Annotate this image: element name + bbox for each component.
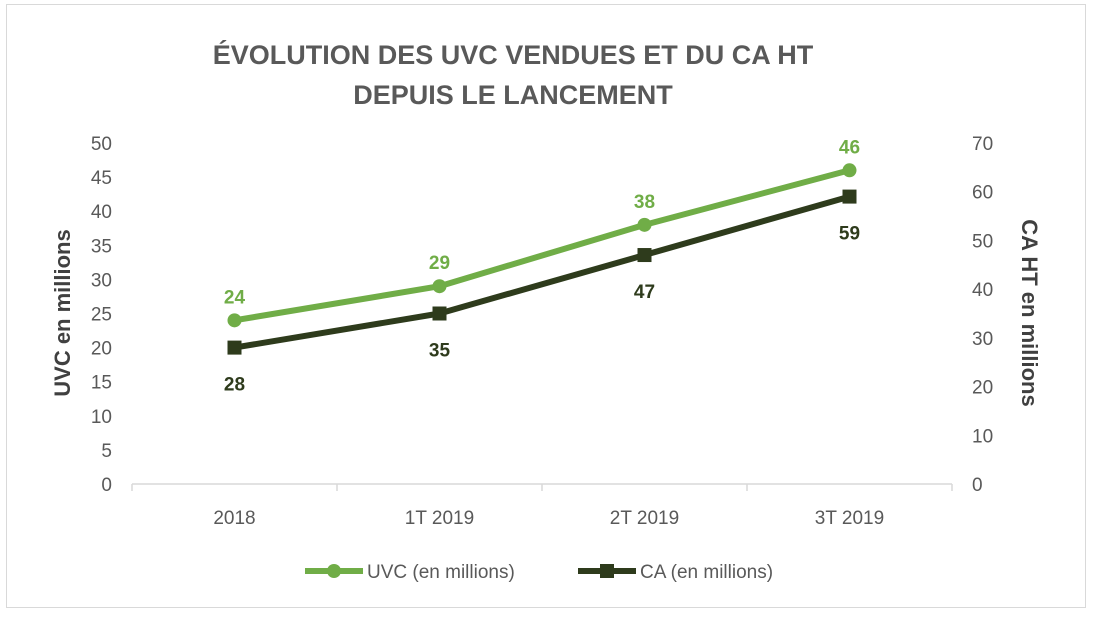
y-tick-label: 30 [91, 270, 112, 291]
y2-tick-label: 0 [972, 475, 983, 496]
x-tick-label: 1T 2019 [405, 508, 474, 529]
y-tick-label: 15 [91, 373, 112, 394]
y-tick-label: 40 [91, 202, 112, 223]
y-tick-label: 25 [91, 305, 112, 326]
data-label: 59 [839, 224, 860, 245]
data-point [842, 163, 857, 178]
data-point [432, 279, 447, 294]
series-line [231, 167, 853, 324]
data-label: 35 [429, 341, 451, 362]
y2-tick-label: 60 [972, 183, 993, 204]
data-label: 28 [224, 375, 245, 396]
x-tick-label: 3T 2019 [815, 508, 884, 529]
y-axis-title: UVC en millions [50, 229, 75, 396]
data-point [227, 340, 242, 355]
series-line [231, 193, 853, 351]
y-tick-label: 50 [91, 134, 112, 155]
x-tick-label: 2018 [213, 508, 255, 529]
data-point [432, 306, 447, 321]
data-point [227, 313, 242, 328]
data-label: 47 [634, 282, 655, 303]
legend-marker [600, 564, 614, 578]
chart-frame [6, 4, 1086, 608]
y2-tick-label: 50 [972, 231, 993, 252]
data-label: 29 [429, 253, 450, 274]
y2-tick-label: 10 [972, 426, 993, 447]
legend-label: CA (en millions) [640, 562, 773, 583]
y-tick-label: 10 [91, 407, 112, 428]
y-tick-label: 45 [91, 168, 112, 189]
y2-tick-label: 20 [972, 378, 993, 399]
legend: UVC (en millions) CA (en millions) [305, 562, 773, 583]
y2-tick-label: 30 [972, 329, 993, 350]
data-point [637, 217, 652, 232]
data-point [842, 189, 857, 204]
y-tick-label: 0 [101, 475, 112, 496]
y2-axis-title: CA HT en millions [1017, 219, 1042, 406]
y-tick-label: 5 [101, 441, 112, 462]
chart-title-line-1: ÉVOLUTION DES UVC VENDUES ET DU CA HT [213, 39, 814, 70]
y-tick-label: 20 [91, 339, 112, 360]
data-point [637, 248, 652, 263]
y-tick-label: 35 [91, 236, 112, 257]
chart-title-line-2: DEPUIS LE LANCEMENT [353, 80, 673, 110]
legend-marker [327, 564, 341, 578]
legend-label: UVC (en millions) [367, 562, 515, 583]
y2-tick-label: 40 [972, 280, 993, 301]
data-label: 38 [634, 192, 655, 213]
data-label: 24 [224, 287, 246, 308]
x-tick-label: 2T 2019 [610, 508, 679, 529]
y2-tick-label: 70 [972, 134, 993, 155]
data-label: 46 [839, 137, 860, 158]
